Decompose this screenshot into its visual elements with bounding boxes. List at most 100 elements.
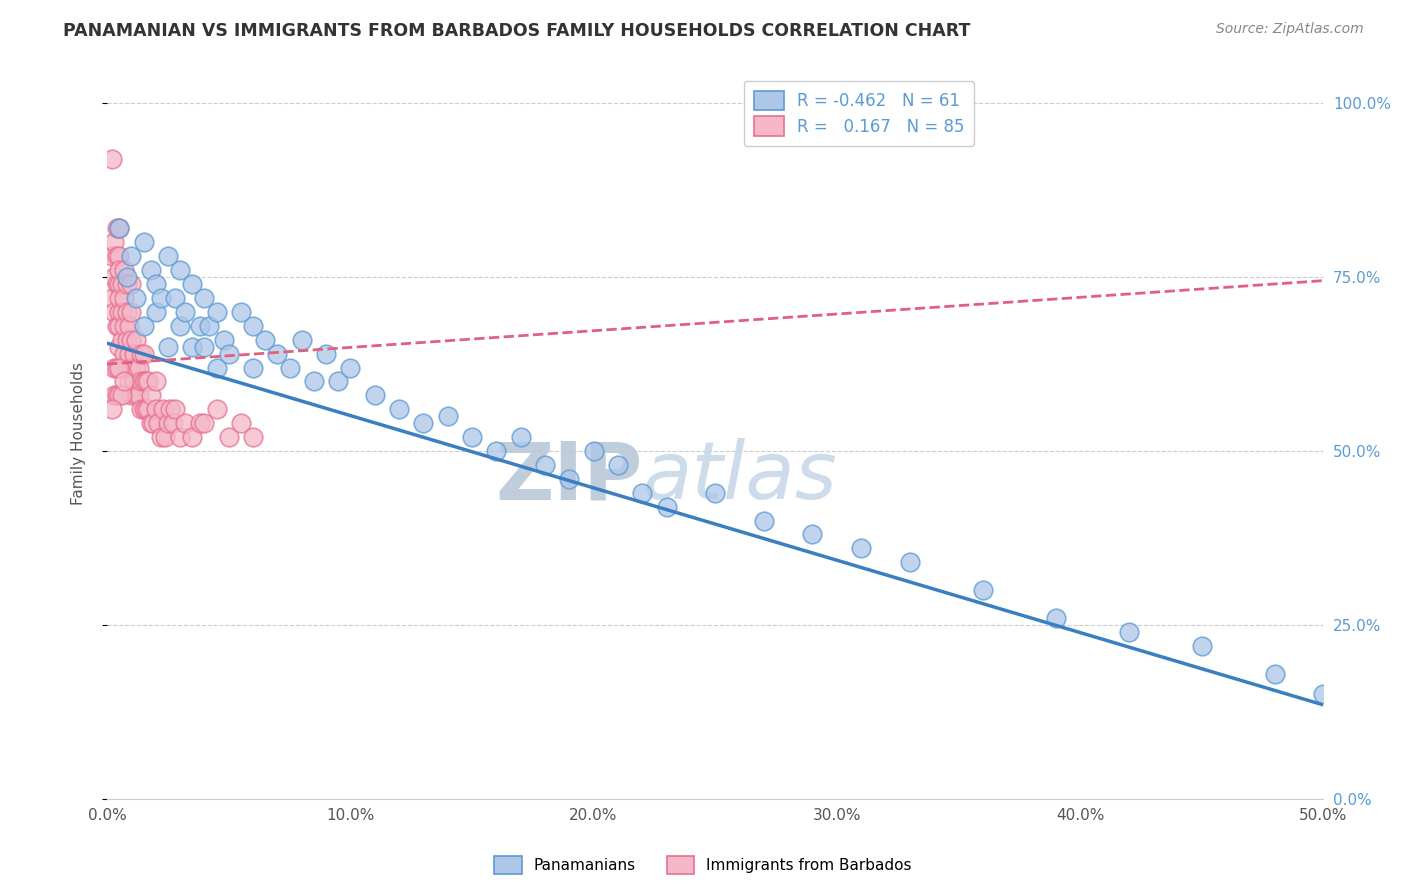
Point xyxy=(132,235,155,250)
Point xyxy=(159,402,181,417)
Point xyxy=(129,346,152,360)
Point xyxy=(972,583,994,598)
Point xyxy=(115,305,138,319)
Point xyxy=(1118,624,1140,639)
Point xyxy=(188,318,211,333)
Point xyxy=(145,402,167,417)
Point xyxy=(103,235,125,250)
Point xyxy=(139,263,162,277)
Point xyxy=(145,305,167,319)
Point xyxy=(169,263,191,277)
Point xyxy=(115,277,138,292)
Point xyxy=(101,249,124,263)
Point xyxy=(118,318,141,333)
Point xyxy=(849,541,872,556)
Point xyxy=(198,318,221,333)
Point xyxy=(115,360,138,375)
Point xyxy=(156,249,179,263)
Point xyxy=(129,402,152,417)
Point xyxy=(142,416,165,430)
Point xyxy=(752,514,775,528)
Text: Source: ZipAtlas.com: Source: ZipAtlas.com xyxy=(1216,22,1364,37)
Point xyxy=(218,346,240,360)
Point xyxy=(112,263,135,277)
Point xyxy=(363,388,385,402)
Point xyxy=(631,485,654,500)
Point xyxy=(108,291,131,305)
Text: ZIP: ZIP xyxy=(495,439,643,516)
Point xyxy=(315,346,337,360)
Point xyxy=(193,416,215,430)
Point xyxy=(111,305,134,319)
Point xyxy=(120,249,142,263)
Point xyxy=(242,360,264,375)
Point xyxy=(132,346,155,360)
Point xyxy=(1312,688,1334,702)
Point xyxy=(122,375,145,389)
Point xyxy=(105,388,128,402)
Point xyxy=(436,409,458,424)
Point xyxy=(149,430,172,444)
Point xyxy=(135,375,157,389)
Point xyxy=(112,375,135,389)
Point xyxy=(120,305,142,319)
Point xyxy=(205,402,228,417)
Point xyxy=(132,375,155,389)
Point xyxy=(128,388,150,402)
Point xyxy=(122,346,145,360)
Point xyxy=(193,291,215,305)
Point xyxy=(103,388,125,402)
Text: atlas: atlas xyxy=(643,439,837,516)
Point xyxy=(1264,666,1286,681)
Point xyxy=(135,402,157,417)
Point xyxy=(108,249,131,263)
Point xyxy=(105,318,128,333)
Point xyxy=(174,305,197,319)
Point xyxy=(108,277,131,292)
Legend: Panamanians, Immigrants from Barbados: Panamanians, Immigrants from Barbados xyxy=(488,850,918,880)
Y-axis label: Family Households: Family Households xyxy=(72,362,86,505)
Point xyxy=(412,416,434,430)
Point xyxy=(108,360,131,375)
Point xyxy=(558,472,581,486)
Point xyxy=(120,277,142,292)
Point xyxy=(132,318,155,333)
Point xyxy=(212,333,235,347)
Point xyxy=(242,318,264,333)
Point xyxy=(291,333,314,347)
Point xyxy=(156,416,179,430)
Point xyxy=(388,402,411,417)
Point xyxy=(139,388,162,402)
Text: PANAMANIAN VS IMMIGRANTS FROM BARBADOS FAMILY HOUSEHOLDS CORRELATION CHART: PANAMANIAN VS IMMIGRANTS FROM BARBADOS F… xyxy=(63,22,970,40)
Point xyxy=(145,277,167,292)
Point xyxy=(174,416,197,430)
Point xyxy=(461,430,484,444)
Point xyxy=(101,291,124,305)
Point xyxy=(152,402,174,417)
Point xyxy=(898,555,921,569)
Point xyxy=(181,277,204,292)
Point xyxy=(193,340,215,354)
Point xyxy=(125,388,148,402)
Point xyxy=(132,402,155,417)
Point xyxy=(112,346,135,360)
Point xyxy=(103,270,125,285)
Point xyxy=(118,375,141,389)
Point xyxy=(115,333,138,347)
Point xyxy=(165,291,187,305)
Point xyxy=(146,416,169,430)
Point xyxy=(128,360,150,375)
Point xyxy=(101,402,124,417)
Point xyxy=(302,375,325,389)
Point xyxy=(111,388,134,402)
Point xyxy=(165,402,187,417)
Point xyxy=(105,277,128,292)
Point xyxy=(155,430,177,444)
Point xyxy=(1045,611,1067,625)
Point xyxy=(125,291,148,305)
Point xyxy=(103,305,125,319)
Point xyxy=(108,221,131,235)
Point xyxy=(125,360,148,375)
Point xyxy=(582,444,605,458)
Point xyxy=(145,375,167,389)
